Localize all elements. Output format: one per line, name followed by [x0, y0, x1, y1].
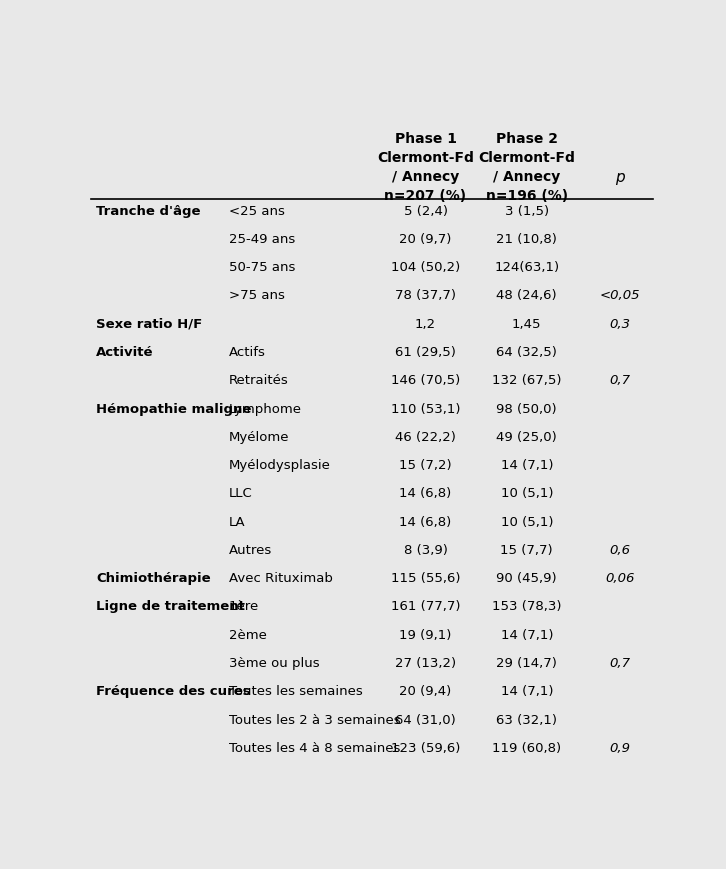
Text: Sexe ratio H/F: Sexe ratio H/F: [97, 318, 203, 331]
Text: Retraités: Retraités: [229, 375, 288, 388]
Text: 0,7: 0,7: [609, 657, 630, 670]
Text: / Annecy: / Annecy: [493, 169, 560, 184]
Text: 3 (1,5): 3 (1,5): [505, 204, 549, 217]
Text: Actifs: Actifs: [229, 346, 266, 359]
Text: <25 ans: <25 ans: [229, 204, 285, 217]
Text: Avec Rituximab: Avec Rituximab: [229, 572, 333, 585]
Text: 153 (78,3): 153 (78,3): [492, 600, 561, 614]
Text: 10 (5,1): 10 (5,1): [500, 515, 553, 528]
Text: 119 (60,8): 119 (60,8): [492, 742, 561, 755]
Text: 14 (6,8): 14 (6,8): [399, 488, 452, 501]
Text: 14 (7,1): 14 (7,1): [500, 459, 553, 472]
Text: Fréquence des cures: Fréquence des cures: [97, 686, 251, 699]
Text: 64 (32,5): 64 (32,5): [497, 346, 558, 359]
Text: 78 (37,7): 78 (37,7): [395, 289, 456, 302]
Text: n=207 (%): n=207 (%): [385, 189, 467, 202]
Text: 104 (50,2): 104 (50,2): [391, 262, 460, 275]
Text: 27 (13,2): 27 (13,2): [395, 657, 456, 670]
Text: 124(63,1): 124(63,1): [494, 262, 559, 275]
Text: Myélome: Myélome: [229, 431, 289, 444]
Text: 98 (50,0): 98 (50,0): [497, 402, 557, 415]
Text: 0,06: 0,06: [605, 572, 635, 585]
Text: Toutes les 4 à 8 semaines: Toutes les 4 à 8 semaines: [229, 742, 400, 755]
Text: / Annecy: / Annecy: [392, 169, 459, 184]
Text: 50-75 ans: 50-75 ans: [229, 262, 295, 275]
Text: Toutes les semaines: Toutes les semaines: [229, 686, 362, 699]
Text: 0,7: 0,7: [609, 375, 630, 388]
Text: 48 (24,6): 48 (24,6): [497, 289, 557, 302]
Text: 63 (32,1): 63 (32,1): [497, 713, 558, 726]
Text: 61 (29,5): 61 (29,5): [395, 346, 456, 359]
Text: 1ère: 1ère: [229, 600, 259, 614]
Text: 10 (5,1): 10 (5,1): [500, 488, 553, 501]
Text: 132 (67,5): 132 (67,5): [492, 375, 561, 388]
Text: 0,6: 0,6: [609, 544, 630, 557]
Text: Activité: Activité: [97, 346, 154, 359]
Text: Phase 2: Phase 2: [496, 132, 558, 146]
Text: 0,3: 0,3: [609, 318, 630, 331]
Text: 8 (3,9): 8 (3,9): [404, 544, 447, 557]
Text: 15 (7,7): 15 (7,7): [500, 544, 553, 557]
Text: 29 (14,7): 29 (14,7): [497, 657, 558, 670]
Text: Lymphome: Lymphome: [229, 402, 301, 415]
Text: 161 (77,7): 161 (77,7): [391, 600, 460, 614]
Text: 1,2: 1,2: [415, 318, 436, 331]
Text: 14 (6,8): 14 (6,8): [399, 515, 452, 528]
Text: 146 (70,5): 146 (70,5): [391, 375, 460, 388]
Text: Hémopathie maligne: Hémopathie maligne: [97, 402, 252, 415]
Text: Ligne de traitement: Ligne de traitement: [97, 600, 245, 614]
Text: LLC: LLC: [229, 488, 253, 501]
Text: 46 (22,2): 46 (22,2): [395, 431, 456, 444]
Text: 5 (2,4): 5 (2,4): [404, 204, 447, 217]
Text: Chimiothérapie: Chimiothérapie: [97, 572, 211, 585]
Text: 20 (9,7): 20 (9,7): [399, 233, 452, 246]
Text: >75 ans: >75 ans: [229, 289, 285, 302]
Text: Myélodysplasie: Myélodysplasie: [229, 459, 330, 472]
Text: 64 (31,0): 64 (31,0): [395, 713, 456, 726]
Text: 49 (25,0): 49 (25,0): [497, 431, 557, 444]
Text: 1,45: 1,45: [512, 318, 542, 331]
Text: 123 (59,6): 123 (59,6): [391, 742, 460, 755]
Text: Autres: Autres: [229, 544, 272, 557]
Text: Tranche d'âge: Tranche d'âge: [97, 204, 201, 217]
Text: n=196 (%): n=196 (%): [486, 189, 568, 202]
Text: 90 (45,9): 90 (45,9): [497, 572, 557, 585]
Text: 14 (7,1): 14 (7,1): [500, 628, 553, 641]
Text: 21 (10,8): 21 (10,8): [497, 233, 558, 246]
Text: <0,05: <0,05: [600, 289, 640, 302]
Text: 110 (53,1): 110 (53,1): [391, 402, 460, 415]
Text: 115 (55,6): 115 (55,6): [391, 572, 460, 585]
Text: Clermont-Fd: Clermont-Fd: [478, 151, 575, 165]
Text: 25-49 ans: 25-49 ans: [229, 233, 295, 246]
Text: 3ème ou plus: 3ème ou plus: [229, 657, 319, 670]
Text: LA: LA: [229, 515, 245, 528]
Text: 15 (7,2): 15 (7,2): [399, 459, 452, 472]
Text: 19 (9,1): 19 (9,1): [399, 628, 452, 641]
Text: Toutes les 2 à 3 semaines: Toutes les 2 à 3 semaines: [229, 713, 400, 726]
Text: 20 (9,4): 20 (9,4): [399, 686, 452, 699]
Text: p: p: [615, 169, 624, 185]
Text: 2ème: 2ème: [229, 628, 266, 641]
Text: Phase 1: Phase 1: [394, 132, 457, 146]
Text: 14 (7,1): 14 (7,1): [500, 686, 553, 699]
Text: Clermont-Fd: Clermont-Fd: [377, 151, 474, 165]
Text: 0,9: 0,9: [609, 742, 630, 755]
